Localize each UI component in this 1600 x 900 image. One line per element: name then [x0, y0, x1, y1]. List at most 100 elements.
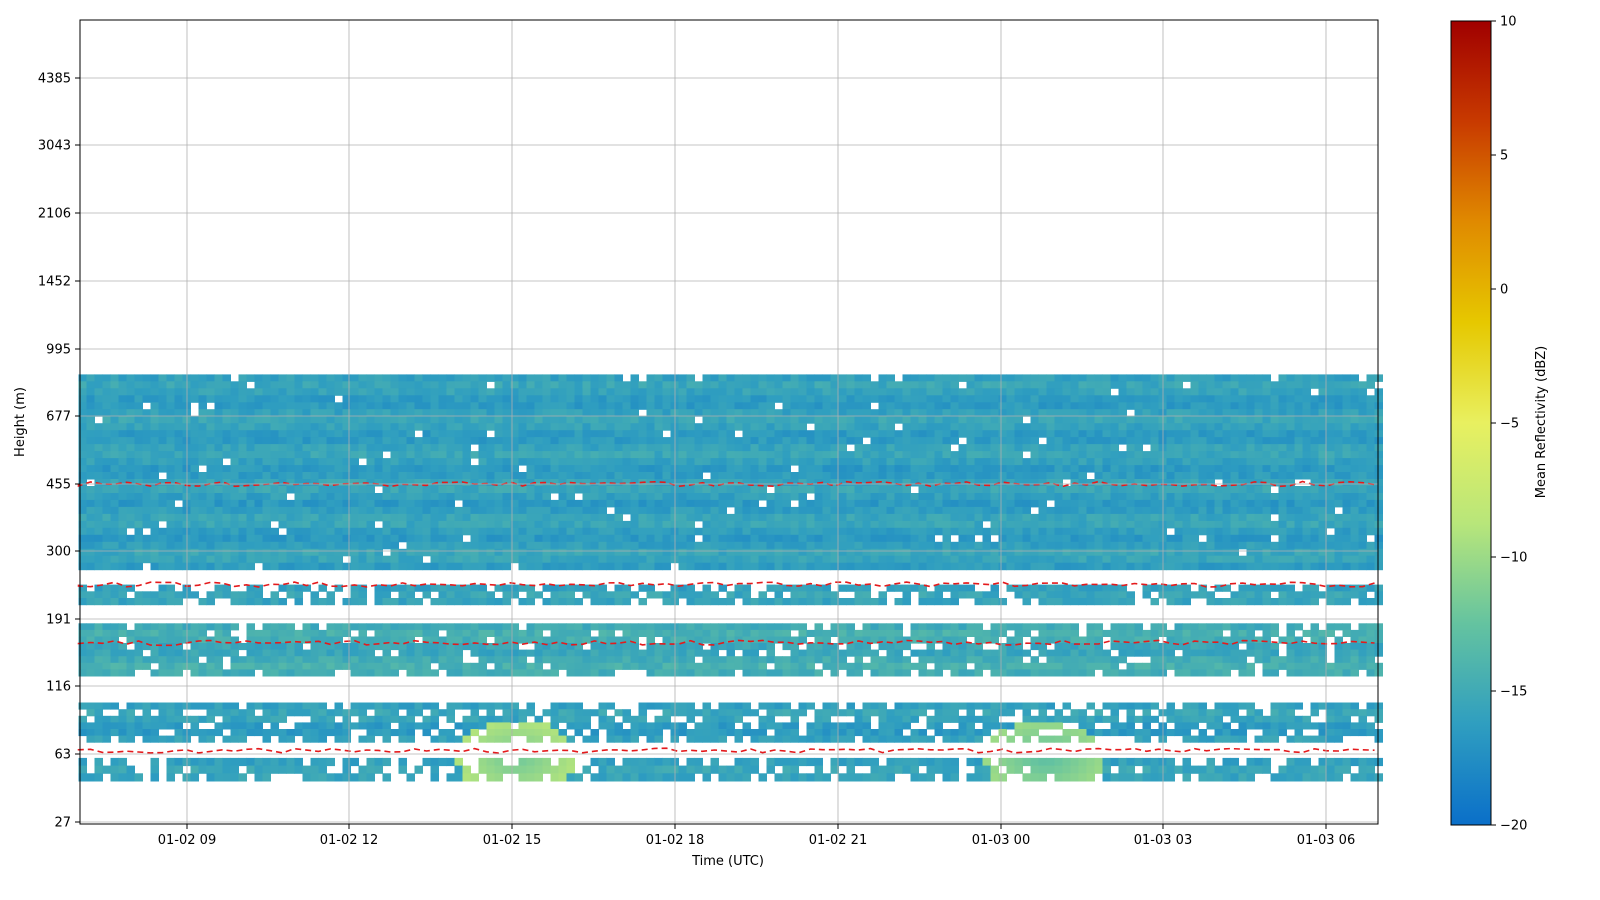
heatmap-cell — [1086, 451, 1095, 459]
heatmap-cell — [486, 555, 495, 564]
heatmap-cell — [1054, 465, 1063, 473]
heatmap-cell — [1358, 437, 1367, 445]
heatmap-cell — [142, 409, 151, 417]
heatmap-cell — [726, 465, 735, 473]
heatmap-cell — [1054, 388, 1063, 396]
heatmap-cell — [1118, 555, 1127, 564]
heatmap-cell — [318, 430, 327, 438]
heatmap-cell — [1294, 395, 1303, 403]
heatmap-cell — [1198, 527, 1207, 536]
heatmap-cell — [326, 409, 335, 417]
heatmap-cell — [142, 636, 151, 644]
heatmap-cell — [974, 409, 983, 417]
heatmap-cell — [886, 451, 895, 459]
heatmap-cell — [662, 486, 671, 494]
heatmap-cell — [358, 520, 367, 529]
heatmap-cell — [1062, 520, 1071, 529]
heatmap-cell — [966, 402, 975, 410]
heatmap-cell — [990, 472, 999, 480]
heatmap-cell — [1094, 555, 1103, 564]
heatmap-cell — [310, 444, 319, 452]
heatmap-cell — [438, 520, 447, 529]
heatmap-cell — [278, 555, 287, 564]
heatmap-cell — [1334, 472, 1343, 480]
heatmap-cell — [1070, 591, 1079, 599]
heatmap-cell — [526, 562, 535, 571]
heatmap-cell — [86, 669, 95, 677]
heatmap-cell — [766, 388, 775, 396]
heatmap-cell — [390, 534, 399, 543]
heatmap-cell — [718, 402, 727, 410]
heatmap-cell — [366, 437, 375, 445]
heatmap-cell — [150, 598, 159, 606]
heatmap-cell — [214, 623, 223, 631]
heatmap-cell — [254, 402, 263, 410]
heatmap-cell — [646, 381, 655, 389]
heatmap-cell — [174, 649, 183, 657]
heatmap-cell — [686, 527, 695, 536]
heatmap-cell — [550, 437, 559, 445]
heatmap-cell — [950, 598, 959, 606]
heatmap-cell — [390, 465, 399, 473]
heatmap-cell — [534, 591, 543, 599]
heatmap-cell — [342, 472, 351, 480]
heatmap-cell — [390, 402, 399, 410]
heatmap-cell — [1366, 541, 1375, 550]
heatmap-cell — [518, 527, 527, 536]
heatmap-cell — [870, 520, 879, 529]
heatmap-cell — [406, 423, 415, 431]
heatmap-cell — [78, 584, 87, 592]
heatmap-cell — [750, 465, 759, 473]
heatmap-cell — [582, 591, 591, 599]
heatmap-cell — [110, 409, 119, 417]
heatmap-cell — [230, 513, 239, 522]
heatmap-cell — [678, 465, 687, 473]
heatmap-cell — [142, 629, 151, 637]
heatmap-cell — [78, 437, 87, 445]
heatmap-cell — [558, 493, 567, 501]
heatmap-cell — [638, 499, 647, 508]
heatmap-cell — [550, 458, 559, 466]
heatmap-cell — [486, 520, 495, 529]
heatmap-cell — [814, 388, 823, 396]
heatmap-cell — [1006, 584, 1015, 592]
heatmap-cell — [534, 381, 543, 389]
heatmap-cell — [422, 465, 431, 473]
heatmap-cell — [774, 465, 783, 473]
heatmap-cell — [1022, 388, 1031, 396]
heatmap-cell — [1334, 598, 1343, 606]
heatmap-cell — [710, 402, 719, 410]
heatmap-cell — [1054, 472, 1063, 480]
heatmap-cell — [830, 374, 839, 382]
heatmap-cell — [782, 555, 791, 564]
heatmap-cell — [806, 409, 815, 417]
heatmap-cell — [390, 395, 399, 403]
heatmap-cell — [782, 409, 791, 417]
heatmap-cell — [518, 402, 527, 410]
heatmap-cell — [1118, 548, 1127, 557]
heatmap-cell — [166, 465, 175, 473]
heatmap-cell — [1182, 395, 1191, 403]
heatmap-cell — [1222, 493, 1231, 501]
heatmap-cell — [1342, 437, 1351, 445]
heatmap-cell — [1230, 465, 1239, 473]
heatmap-cell — [414, 458, 423, 466]
heatmap-cell — [1286, 465, 1295, 473]
heatmap-cell — [326, 374, 335, 382]
heatmap-cell — [734, 409, 743, 417]
heatmap-cell — [574, 458, 583, 466]
heatmap-cell — [1350, 506, 1359, 515]
heatmap-cell — [1174, 541, 1183, 550]
heatmap-cell — [982, 381, 991, 389]
heatmap-cell — [590, 499, 599, 508]
heatmap-cell — [982, 423, 991, 431]
heatmap-cell — [310, 472, 319, 480]
heatmap-cell — [854, 499, 863, 508]
heatmap-cell — [126, 423, 135, 431]
heatmap-cell — [638, 395, 647, 403]
heatmap-cell — [422, 430, 431, 438]
heatmap-cell — [254, 479, 263, 487]
heatmap-cell — [486, 598, 495, 606]
heatmap-cell — [1214, 402, 1223, 410]
heatmap-cell — [1214, 513, 1223, 522]
